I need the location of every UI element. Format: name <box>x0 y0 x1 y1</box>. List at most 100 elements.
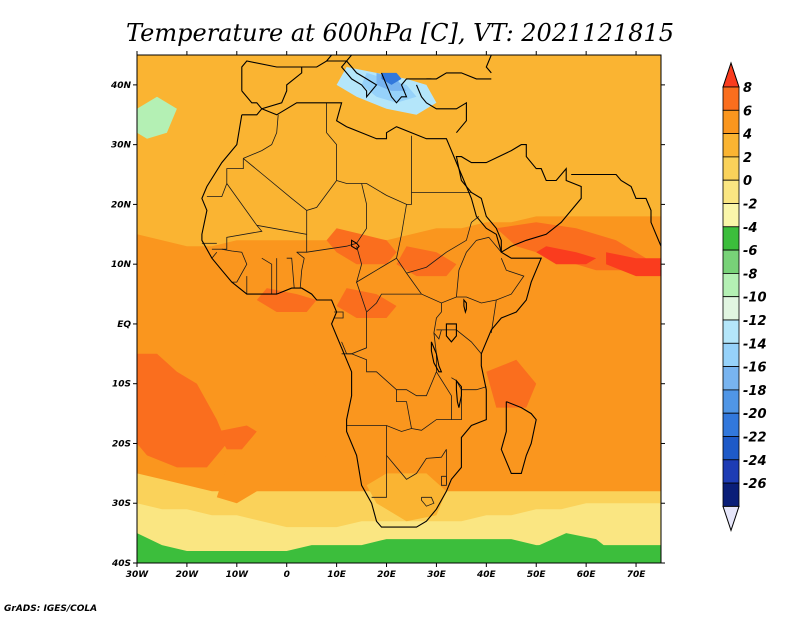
lon-tick-label: 70E <box>627 570 647 580</box>
temperature-patch <box>381 72 402 85</box>
country-border <box>221 248 248 283</box>
lat-tick-label: 40S <box>111 559 131 569</box>
lon-tick-label: 30W <box>126 570 150 580</box>
country-border <box>296 251 305 289</box>
coastline <box>380 72 432 104</box>
country-border <box>433 329 442 340</box>
country-border <box>334 311 344 319</box>
lake-outline <box>351 239 360 250</box>
temperature-patch <box>526 533 627 563</box>
temperature-patch <box>396 246 457 277</box>
lon-tick-label: 60E <box>577 570 597 580</box>
country-border <box>336 135 412 205</box>
country-border <box>243 102 337 211</box>
country-border <box>451 377 462 420</box>
country-border <box>411 371 452 431</box>
coastline <box>415 84 467 134</box>
lon-tick-label: 10W <box>226 570 250 580</box>
country-border <box>441 475 447 486</box>
colorbar: 8 6 4 2 0 -2 -4 -6 -8 -10 -12 -14 -16 -18 -20 -22 -24 -26 <box>722 61 767 532</box>
colorbar-swatch <box>722 179 740 204</box>
coastline <box>500 401 537 474</box>
colorbar-label: 2 <box>743 151 752 166</box>
colorbar-label: 4 <box>742 128 752 143</box>
lon-tick-label: 30E <box>427 570 447 580</box>
country-border <box>406 216 480 274</box>
coastline <box>301 55 357 68</box>
coastline <box>426 72 492 80</box>
country-border <box>421 496 435 507</box>
country-border <box>306 183 367 253</box>
coastline <box>455 144 582 253</box>
country-border <box>461 386 487 391</box>
colorbar-swatch <box>722 389 740 414</box>
colorbar-top-arrow <box>722 61 740 88</box>
country-border <box>456 236 502 298</box>
country-border <box>341 281 367 355</box>
lat-tick-label: 40N <box>110 81 132 91</box>
colorbar-label: -26 <box>743 477 767 492</box>
colorbar-swatch <box>722 412 740 437</box>
colorbar-bottom-arrow <box>722 505 740 532</box>
lat-tick-label: 30N <box>111 141 132 151</box>
lat-tick-label: EQ <box>117 320 131 330</box>
colorbar-swatch <box>722 459 740 484</box>
colorbar-swatch <box>722 203 740 228</box>
colorbar-label: -2 <box>743 198 757 213</box>
lat-tick-label: 10N <box>111 260 132 270</box>
temperature-patch <box>137 353 227 468</box>
colorbar-swatch <box>722 296 740 321</box>
colorbar-swatch <box>722 342 740 367</box>
colorbar-label: 8 <box>743 81 752 96</box>
temperature-field <box>137 55 661 563</box>
country-border <box>371 425 387 498</box>
colorbar-label: -10 <box>743 291 767 306</box>
colorbar-swatch <box>722 436 740 461</box>
country-border <box>211 251 218 259</box>
lon-tick-label: 20W <box>176 570 200 580</box>
country-border <box>341 303 442 397</box>
lake-outline <box>463 298 467 314</box>
temperature-patch <box>386 395 447 456</box>
colorbar-swatch <box>722 482 740 507</box>
colorbar-swatch <box>722 272 740 298</box>
colorbar-label: -4 <box>743 221 757 236</box>
temperature-band <box>137 55 661 247</box>
country-border <box>206 158 244 197</box>
country-border <box>366 293 422 313</box>
credit-text: GrADS: IGES/COLA <box>4 604 98 614</box>
country-border <box>386 449 447 480</box>
lon-tick-label: 10E <box>327 570 347 580</box>
coastline <box>241 60 303 110</box>
temperature-patch <box>216 377 347 504</box>
coastline <box>571 173 661 247</box>
lat-tick-label: 20S <box>112 439 131 449</box>
colorbar-label: -18 <box>743 384 767 399</box>
colorbar-label: -16 <box>743 361 767 376</box>
temperature-patch <box>336 288 397 318</box>
colorbar-label: -6 <box>743 244 757 259</box>
colorbar-swatch <box>722 133 740 158</box>
lon-tick-label: 50E <box>527 570 547 580</box>
colorbar-label: -8 <box>743 267 757 282</box>
lake-outline <box>455 379 462 408</box>
temperature-patch <box>486 359 537 408</box>
country-border <box>226 183 263 250</box>
temperature-patch <box>606 252 661 277</box>
country-border <box>355 204 407 283</box>
lake-outline <box>430 341 443 373</box>
colorbar-label: -22 <box>743 431 767 446</box>
lat-tick-label: 30S <box>112 499 131 509</box>
colorbar-swatch <box>722 249 740 274</box>
temperature-patch <box>137 96 177 139</box>
country-border <box>243 114 279 159</box>
colorbar-swatch <box>722 366 740 391</box>
lon-tick-label: 0 <box>284 570 290 580</box>
coastline <box>485 55 492 74</box>
colorbar-swatch <box>722 86 740 111</box>
colorbar-swatch <box>722 319 740 344</box>
colorbar-swatch <box>722 226 740 251</box>
colorbar-label: -20 <box>743 407 767 422</box>
country-border <box>261 257 273 295</box>
